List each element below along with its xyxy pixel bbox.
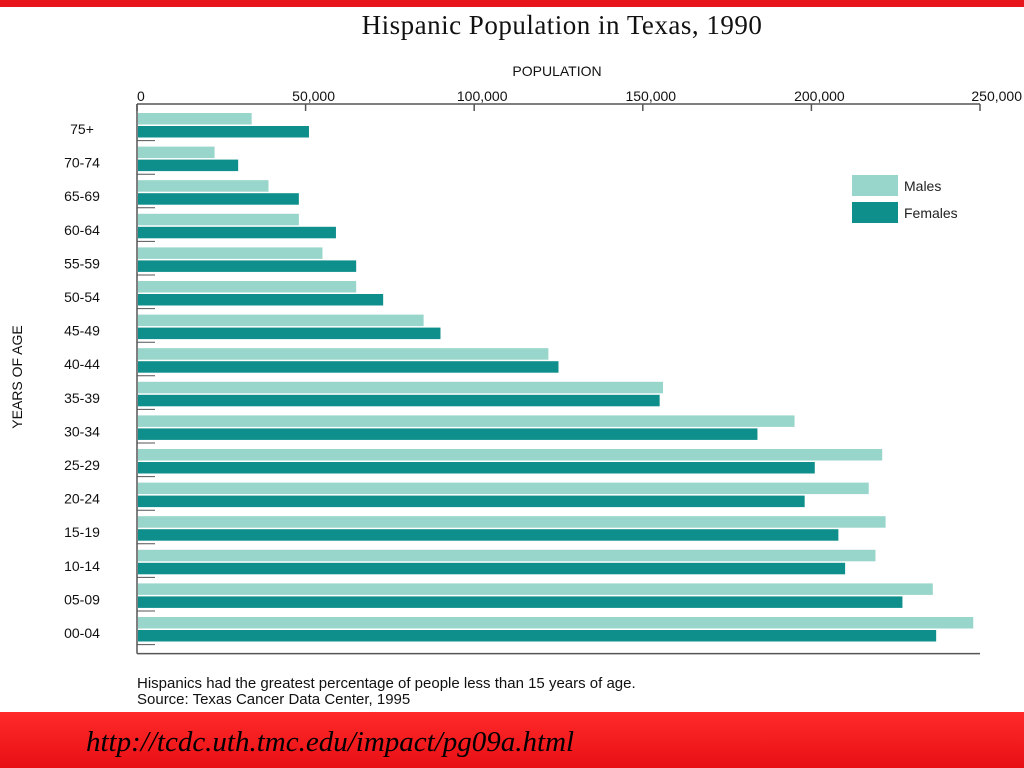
bar-males-40-44 [138,348,549,360]
bar-males-25-29 [138,449,883,461]
y-category-label: 70-74 [64,155,100,171]
legend-item-males: Males [852,172,958,199]
chart-bars [138,113,974,642]
y-category-label: 35-39 [64,390,100,406]
legend-label-males: Males [904,177,942,194]
bar-males-15-19 [138,516,886,528]
x-tick-label: 100,000 [457,88,508,104]
y-category-label: 30-34 [64,423,100,439]
bar-males-75+ [138,113,252,125]
x-tick-label: 0 [137,88,145,104]
legend-swatch-males [852,175,898,196]
bar-females-00-04 [138,630,937,642]
bar-females-75+ [138,126,309,138]
bar-females-65-69 [138,193,299,205]
y-axis-label: YEARS OF AGE [9,325,25,428]
y-category-label: 55-59 [64,255,100,271]
bar-females-50-54 [138,294,384,306]
y-category-label: 40-44 [64,356,100,372]
y-category-label: 65-69 [64,188,100,204]
chart-legend: Males Females [852,172,958,226]
caption-line-1: Hispanics had the greatest percentage of… [137,675,636,692]
bar-females-10-14 [138,562,846,575]
chart-caption: Hispanics had the greatest percentage of… [137,676,636,708]
bar-females-40-44 [138,361,559,373]
bottom-red-band [0,712,1024,768]
bar-females-55-59 [138,260,357,272]
y-category-label: 15-19 [64,524,100,540]
source-url-link[interactable]: http://tcdc.uth.tmc.edu/impact/pg09a.htm… [86,726,575,758]
bar-males-35-39 [138,381,664,394]
legend-swatch-females [852,202,898,223]
bar-females-20-24 [138,495,805,508]
bar-females-15-19 [138,529,839,541]
chart-axes: 0 50,000 100,000 150,000 200,000 250,000 75+ 70… [64,88,1022,655]
bar-females-70-74 [138,159,239,172]
bar-females-30-34 [138,428,758,440]
y-category-label: 45-49 [64,323,100,339]
bar-males-70-74 [138,146,215,159]
bar-females-60-64 [138,226,336,239]
bar-females-45-49 [138,327,441,340]
bar-males-60-64 [138,213,299,226]
bar-males-45-49 [138,314,424,327]
bar-females-25-29 [138,462,815,474]
population-bar-chart: POPULATION YEARS OF AGE 0 50,000 100,000 15… [9,63,1022,655]
y-category-label: 05-09 [64,591,100,607]
legend-item-females: Females [852,199,958,226]
bar-males-05-09 [138,583,933,595]
x-tick-label: 200,000 [794,88,845,104]
bar-males-00-04 [138,617,974,629]
x-tick-label: 150,000 [625,88,676,104]
y-category-label: 00-04 [64,625,100,641]
bar-males-65-69 [138,180,269,192]
bar-males-50-54 [138,281,357,293]
bar-males-55-59 [138,247,323,259]
y-category-label: 10-14 [64,558,100,574]
x-tick-label: 50,000 [292,88,335,104]
bar-males-30-34 [138,415,795,427]
y-category-label: 20-24 [64,491,100,507]
y-category-label: 60-64 [64,222,100,238]
y-category-label: 25-29 [64,457,100,473]
bar-males-10-14 [138,549,876,562]
caption-source: Source: Texas Cancer Data Center, 1995 [137,691,411,708]
bar-females-35-39 [138,394,660,407]
top-red-bar [0,0,1024,7]
y-category-label: 50-54 [64,289,100,305]
bar-females-05-09 [138,596,903,608]
chart-title: Hispanic Population in Texas, 1990 [361,10,763,40]
bar-males-20-24 [138,482,869,495]
x-tick-label: 250,000 [971,88,1022,104]
y-category-label: 75+ [70,121,94,137]
legend-label-females: Females [904,204,958,221]
x-axis-label: POPULATION [512,63,601,79]
